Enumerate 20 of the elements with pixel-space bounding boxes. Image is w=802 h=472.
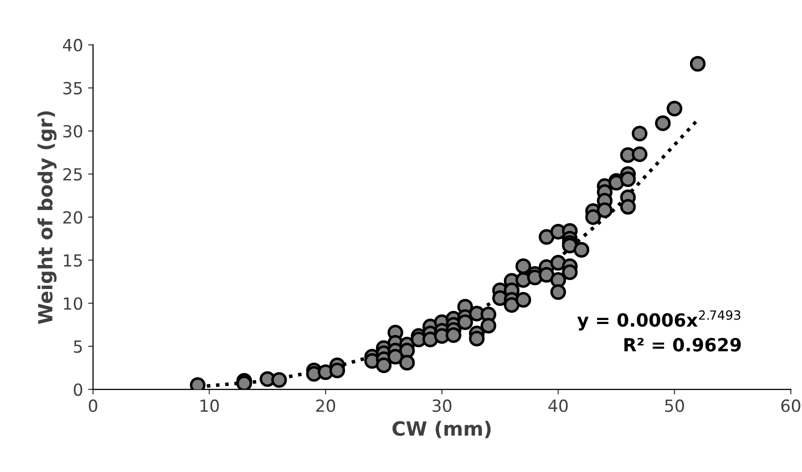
x-tick-label: 60 (781, 399, 800, 412)
y-tick-label: 0 (74, 383, 82, 396)
x-axis-title: CW (mm) (392, 420, 491, 438)
x-tick-label: 0 (88, 399, 98, 412)
x-tick-label: 20 (316, 399, 336, 412)
y-tick-label: 5 (74, 340, 82, 353)
x-tick-label: 50 (665, 399, 684, 412)
y-tick-label: 30 (63, 124, 82, 138)
y-tick-label: 25 (63, 168, 82, 181)
annotation: R² = 0.9629 (624, 338, 741, 352)
x-tick-label: 40 (548, 399, 568, 412)
annotation: y = 0.0006x$^{2.7493}$ (577, 310, 740, 330)
x-tick-label: 30 (432, 399, 452, 412)
y-tick-label: 20 (63, 211, 82, 224)
y-tick-label: 10 (64, 297, 82, 310)
y-axis-title: Weight of body (gr) (38, 111, 57, 324)
y-tick-label: 40 (62, 38, 82, 52)
y-tick-label: 35 (63, 82, 82, 94)
x-tick-label: 10 (200, 399, 219, 412)
y-tick-label: 15 (64, 254, 82, 267)
